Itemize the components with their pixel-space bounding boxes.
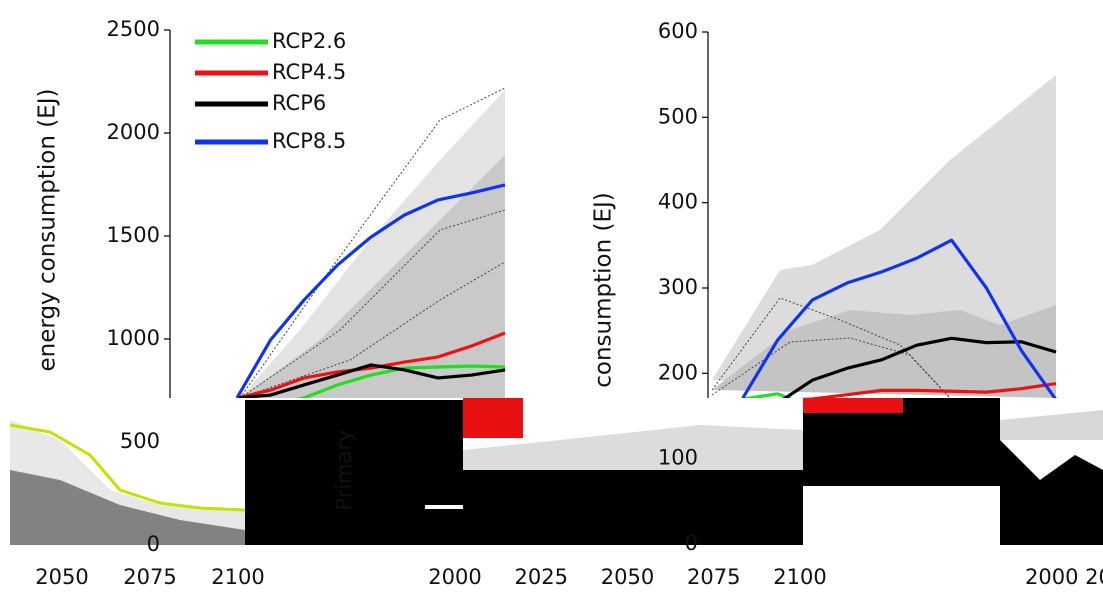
glitch-band <box>10 398 1103 545</box>
x-tick-label: 2100 <box>773 565 826 589</box>
x-tick-label: 2075 <box>123 565 176 589</box>
y-axis-label: energy consumption (EJ) <box>35 89 61 372</box>
y-tick-label: 500 <box>658 104 698 128</box>
y-tick-label: 0 <box>685 531 698 555</box>
y-tick-label: 0 <box>147 532 160 556</box>
y-tick-label: 400 <box>658 190 698 214</box>
page: {"chart_data": [ {"type": "line", "y_lab… <box>0 0 1103 606</box>
bands <box>240 75 1056 398</box>
legend-label: RCP6 <box>272 91 326 115</box>
y-tick-label: 2500 <box>107 17 160 41</box>
annotation: Primary <box>332 429 356 510</box>
x-tick-label: 2075 <box>687 565 740 589</box>
legend-label: RCP4.5 <box>272 60 346 84</box>
y-tick-label: 2000 <box>107 120 160 144</box>
y-tick-label: 500 <box>120 429 160 453</box>
x-tick-label: 2025 <box>515 565 568 589</box>
x-tick-label: 2000 <box>428 565 481 589</box>
x-tick-label: 2050 <box>35 565 88 589</box>
legend-label: RCP8.5 <box>272 129 346 153</box>
y-tick-label: 100 <box>658 446 698 470</box>
chart: 2000 202 0500100015002000250020502075210… <box>0 0 1103 606</box>
x-tick-label: 2050 <box>601 565 654 589</box>
y-axis-label: consumption (EJ) <box>591 192 617 388</box>
legend-label: RCP2.6 <box>272 29 346 53</box>
fragment-text: 2000 202 <box>1025 565 1103 589</box>
x-tick-label: 2100 <box>211 565 264 589</box>
y-tick-label: 1000 <box>107 326 160 350</box>
y-tick-label: 600 <box>658 19 698 43</box>
y-tick-label: 300 <box>658 275 698 299</box>
y-tick-label: 1500 <box>107 223 160 247</box>
y-tick-label: 200 <box>658 360 698 384</box>
